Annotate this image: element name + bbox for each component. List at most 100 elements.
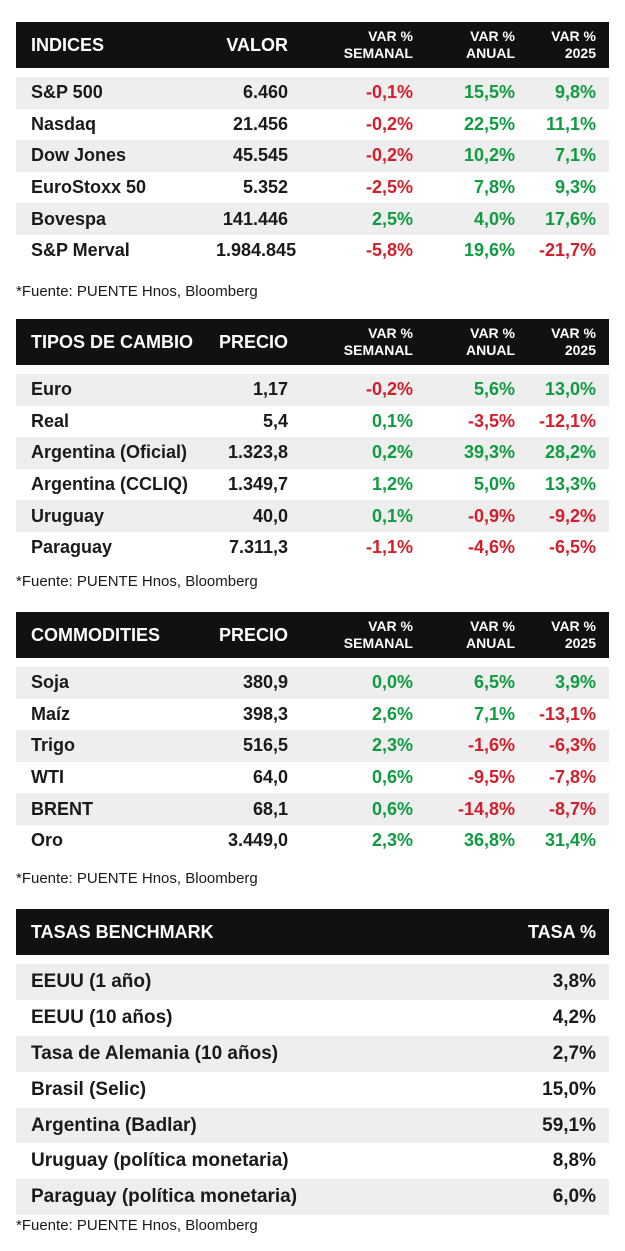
row-annual-change: 36,8%: [463, 830, 515, 851]
row-weekly-change: 0,2%: [371, 442, 413, 463]
tasas-rows: EEUU (1 año) 3,8% EEUU (10 años) 4,2% Tasa…: [16, 964, 609, 1216]
row-ytd-change: -12,1%: [538, 410, 596, 431]
row-value: 68,1: [252, 798, 288, 819]
row-annual-change: 7,8%: [473, 177, 515, 198]
row-name: EEUU (10 años): [31, 1006, 173, 1028]
commodities-source: *Fuente: PUENTE Hnos, Bloomberg: [16, 870, 258, 887]
row-ytd-change: 31,4%: [544, 830, 596, 851]
row-weekly-change: 2,5%: [371, 208, 413, 229]
row-ytd-change: 28,2%: [544, 442, 596, 463]
row-value: 45.545: [232, 145, 288, 166]
header-weekly: VAR % SEMANAL: [343, 28, 413, 61]
row-value: 5.352: [242, 177, 288, 198]
header-weekly: VAR % SEMANAL: [343, 618, 413, 651]
header-name: TIPOS DE CAMBIO: [31, 331, 194, 352]
row-value: 40,0: [252, 505, 288, 526]
row-rate: 15,0%: [542, 1078, 596, 1100]
row-annual-change: 39,3%: [463, 442, 515, 463]
header-ytd: VAR % 2025: [551, 618, 596, 651]
row-value: 1.323,8: [227, 442, 288, 463]
row-value: 380,9: [242, 672, 288, 693]
header-ytd: VAR % 2025: [551, 28, 596, 61]
table-row: EuroStoxx 50 5.352 -2,5% 7,8% 9,3%: [16, 172, 609, 204]
row-ytd-change: 9,8%: [554, 82, 596, 103]
header-value: VALOR: [226, 34, 288, 55]
table-row: Brasil (Selic) 15,0%: [16, 1072, 609, 1108]
row-value: 1.349,7: [227, 474, 288, 495]
row-name: Maíz: [31, 703, 71, 724]
row-annual-change: -1,6%: [467, 735, 515, 756]
row-rate: 59,1%: [542, 1114, 596, 1136]
row-name: Uruguay: [31, 505, 105, 526]
header-rate: TASA %: [527, 921, 596, 942]
indices-header: INDICES VALOR VAR % SEMANAL VAR % ANUAL VA…: [16, 22, 609, 68]
header-value: PRECIO: [218, 331, 288, 352]
table-row: Paraguay 7.311,3 -1,1% -4,6% -6,5%: [16, 532, 609, 564]
row-weekly-change: 2,3%: [371, 735, 413, 756]
row-annual-change: 5,0%: [473, 474, 515, 495]
commodities-rows: Soja 380,9 0,0% 6,5% 3,9% Maíz 398,3 2,6% 7,1% -1…: [16, 667, 609, 857]
table-row: Uruguay 40,0 0,1% -0,9% -9,2%: [16, 500, 609, 532]
table-row: Euro 1,17 -0,2% 5,6% 13,0%: [16, 374, 609, 406]
table-row: Bovespa 141.446 2,5% 4,0% 17,6%: [16, 203, 609, 235]
row-rate: 6,0%: [552, 1186, 596, 1208]
header-annual: VAR % ANUAL: [466, 28, 515, 61]
table-row: Paraguay (política monetaria) 6,0%: [16, 1179, 609, 1216]
table-row: Argentina (Badlar) 59,1%: [16, 1107, 609, 1144]
row-annual-change: 5,6%: [473, 379, 515, 400]
row-annual-change: -14,8%: [457, 798, 515, 819]
row-name: EuroStoxx 50: [31, 177, 147, 198]
table-row: S&P 500 6.460 -0,1% 15,5% 9,8%: [16, 77, 609, 109]
row-annual-change: -3,5%: [467, 410, 515, 431]
row-weekly-change: 2,6%: [371, 703, 413, 724]
row-ytd-change: -8,7%: [548, 798, 596, 819]
row-weekly-change: -0,1%: [365, 82, 413, 103]
fx-table: TIPOS DE CAMBIO PRECIO VAR % SEMANAL VAR …: [16, 319, 609, 564]
row-name: Paraguay: [31, 537, 113, 558]
row-annual-change: -0,9%: [467, 505, 515, 526]
header-annual: VAR % ANUAL: [466, 325, 515, 358]
row-weekly-change: 0,6%: [371, 798, 413, 819]
row-name: Argentina (Oficial): [31, 442, 188, 463]
row-name: Real: [31, 410, 70, 431]
row-value: 6.460: [242, 82, 288, 103]
table-row: Argentina (Oficial) 1.323,8 0,2% 39,3% 28,2%: [16, 437, 609, 469]
table-row: Tasa de Alemania (10 años) 2,7%: [16, 1035, 609, 1072]
indices-source: *Fuente: PUENTE Hnos, Bloomberg: [16, 283, 258, 300]
row-annual-change: 22,5%: [463, 113, 515, 134]
row-value: 141.446: [222, 208, 288, 229]
row-ytd-change: 13,3%: [544, 474, 596, 495]
row-weekly-change: -0,2%: [365, 145, 413, 166]
table-row: EEUU (10 años) 4,2%: [16, 1000, 609, 1036]
header-name: TASAS BENCHMARK: [31, 921, 214, 942]
row-weekly-change: -1,1%: [365, 537, 413, 558]
row-name: WTI: [31, 767, 64, 788]
row-annual-change: -9,5%: [467, 767, 515, 788]
row-value: 1,17: [252, 379, 288, 400]
commodities-header: COMMODITIES PRECIO VAR % SEMANAL VAR % ANU…: [16, 612, 609, 658]
row-weekly-change: 2,3%: [371, 830, 413, 851]
row-name: S&P Merval: [31, 240, 130, 261]
row-weekly-change: 0,0%: [371, 672, 413, 693]
row-name: Brasil (Selic): [31, 1078, 147, 1100]
header-value: PRECIO: [218, 624, 288, 645]
row-ytd-change: -6,3%: [548, 735, 596, 756]
row-value: 21.456: [232, 113, 288, 134]
table-row: EEUU (1 año) 3,8%: [16, 964, 609, 1000]
tasas-source: *Fuente: PUENTE Hnos, Bloomberg: [16, 1217, 258, 1234]
table-row: Nasdaq 21.456 -0,2% 22,5% 11,1%: [16, 109, 609, 141]
row-weekly-change: 0,1%: [371, 505, 413, 526]
header-annual: VAR % ANUAL: [466, 618, 515, 651]
row-annual-change: 15,5%: [463, 82, 515, 103]
indices-table: INDICES VALOR VAR % SEMANAL VAR % ANUAL VA…: [16, 22, 609, 267]
row-weekly-change: -5,8%: [365, 240, 413, 261]
commodities-table: COMMODITIES PRECIO VAR % SEMANAL VAR % ANU…: [16, 612, 609, 857]
row-ytd-change: -6,5%: [548, 537, 596, 558]
row-annual-change: 10,2%: [463, 145, 515, 166]
row-value: 7.311,3: [228, 537, 288, 558]
table-row: Soja 380,9 0,0% 6,5% 3,9%: [16, 667, 609, 699]
row-ytd-change: -13,1%: [538, 703, 596, 724]
row-rate: 3,8%: [552, 970, 596, 992]
row-annual-change: 4,0%: [473, 208, 515, 229]
row-name: Soja: [31, 672, 70, 693]
